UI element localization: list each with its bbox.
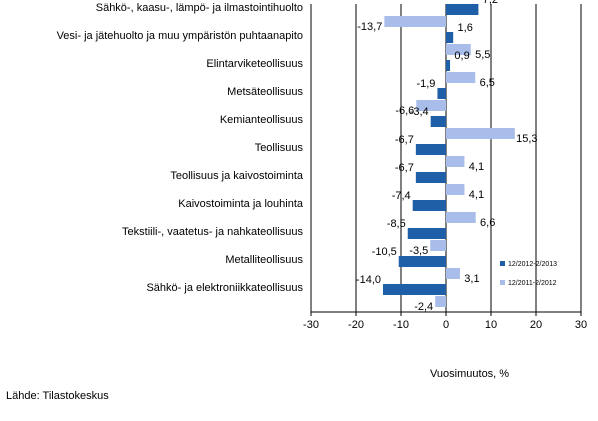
bar-series-2 <box>416 100 446 111</box>
data-label: -1,9 <box>416 78 435 90</box>
bar-series-2 <box>435 296 446 307</box>
x-tick-label: 10 <box>485 319 497 331</box>
bar-series-1 <box>430 116 446 127</box>
data-label: -6,6 <box>395 105 414 117</box>
category-label: Tekstiili-, vaatetus- ja nahkateollisuus <box>122 226 303 238</box>
data-label: 7,2 <box>483 0 498 6</box>
x-tick-label: 0 <box>443 319 449 331</box>
data-label: 1,6 <box>458 22 473 34</box>
data-label: 4,1 <box>469 161 484 173</box>
bar-series-2 <box>446 184 465 195</box>
category-label: Sähkö- ja elektroniikkateollisuus <box>146 282 303 294</box>
category-label: Teollisuus <box>255 142 304 154</box>
data-label: -13,7 <box>357 21 382 33</box>
data-label: -7,4 <box>392 190 411 202</box>
bar-series-1 <box>412 200 446 211</box>
bar-series-1 <box>407 228 446 239</box>
x-tick-label: -30 <box>303 319 319 331</box>
x-tick-label: -10 <box>393 319 409 331</box>
bar-series-2 <box>446 268 460 279</box>
legend-swatch <box>500 261 505 266</box>
bar-series-2 <box>430 240 446 251</box>
data-label: 15,3 <box>516 133 537 145</box>
bar-series-1 <box>446 4 479 15</box>
legend-swatch <box>500 280 505 285</box>
category-label: Vesi- ja jätehuolto ja muu ympäristön pu… <box>57 30 303 42</box>
bar-series-2 <box>446 156 465 167</box>
bar-series-2 <box>446 44 471 55</box>
bar-series-2 <box>446 128 515 139</box>
bar-series-1 <box>437 88 446 99</box>
x-axis-label: Vuosimuutos, % <box>430 368 510 380</box>
x-tick-label: -20 <box>348 319 364 331</box>
data-label: -6,7 <box>395 134 414 146</box>
bar-series-1 <box>446 32 454 43</box>
bar-series-1 <box>383 284 446 295</box>
bar-series-2 <box>446 72 476 83</box>
data-label: -14,0 <box>356 274 381 286</box>
source-note: Lähde: Tilastokeskus <box>6 390 109 402</box>
bar-series-2 <box>384 16 446 27</box>
bar-series-1 <box>446 60 451 71</box>
x-tick-label: 30 <box>575 319 587 331</box>
data-label: 0,9 <box>454 50 469 62</box>
bar-series-1 <box>398 256 446 267</box>
data-label: -8,5 <box>387 218 406 230</box>
data-label: -3,4 <box>410 106 429 118</box>
bar-series-1 <box>415 172 446 183</box>
category-label: Metsäteollisuus <box>227 86 303 98</box>
legend-label: 12/2012-2/2013 <box>508 261 557 268</box>
data-label: 4,1 <box>469 189 484 201</box>
data-label: -3,5 <box>409 245 428 257</box>
category-label: Teollisuus ja kaivostoiminta <box>170 170 304 182</box>
category-label: Elintarviketeollisuus <box>206 58 303 70</box>
data-label: -2,4 <box>414 301 433 313</box>
bar-series-2 <box>446 212 476 223</box>
legend-label: 12/2011-2/2012 <box>508 280 557 287</box>
x-tick-label: 20 <box>530 319 542 331</box>
data-label: -6,7 <box>395 162 414 174</box>
data-label: 6,5 <box>480 77 495 89</box>
category-label: Kemianteollisuus <box>220 114 304 126</box>
data-label: 6,6 <box>480 217 495 229</box>
data-label: 5,5 <box>475 49 490 61</box>
data-label: 3,1 <box>464 273 479 285</box>
bar-series-1 <box>415 144 446 155</box>
category-label: Metalliteollisuus <box>225 254 303 266</box>
category-label: Kaivostoiminta ja louhinta <box>178 198 304 210</box>
data-label: -10,5 <box>372 246 397 258</box>
category-label: Sähkö-, kaasu-, lämpö- ja ilmastointihuo… <box>96 2 303 14</box>
